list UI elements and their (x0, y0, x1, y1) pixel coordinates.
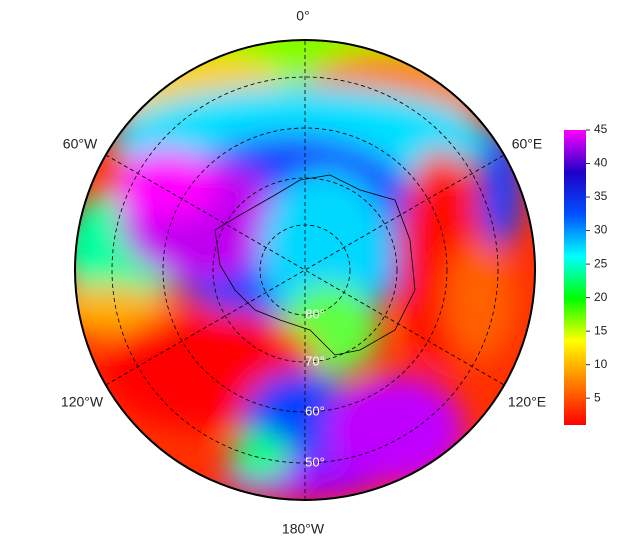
meridian-label: 180°W (282, 521, 325, 537)
colorbar-tick-label: 30 (594, 223, 608, 237)
latitude-label: 80° (305, 306, 325, 321)
map-border (74, 39, 536, 501)
coastline (214, 174, 416, 356)
meridian-label: 60°W (63, 136, 98, 152)
colorbar-tick-label: 15 (594, 323, 608, 337)
colorbar-tick-label: 40 (594, 156, 608, 170)
field (75, 40, 535, 500)
latitude-label: 60° (305, 403, 325, 418)
latitude-circle (111, 76, 499, 464)
colorbar-tick-label: 35 (594, 189, 608, 203)
meridian-label: 120°W (61, 394, 104, 410)
colorbar-tick-label: 25 (594, 256, 608, 270)
colorbar-tick-label: 10 (594, 357, 608, 371)
graticule (105, 40, 505, 500)
meridian-label: 60°E (512, 136, 543, 152)
colorbar-tick-label: 45 (594, 122, 608, 136)
colorbar-tick-label: 5 (594, 390, 601, 404)
latitude-circle (259, 224, 351, 316)
colorbar-scale (564, 130, 586, 425)
latitude-label: 50° (305, 454, 325, 469)
latitude-circle (212, 177, 398, 363)
meridian-label: 0° (296, 8, 309, 24)
colorbar: 5 10 15 20 25 30 35 40 45 (564, 122, 608, 425)
colorbar-tick-label: 20 (594, 290, 608, 304)
latitude-label: 70° (305, 353, 325, 368)
latitude-circle (162, 127, 448, 413)
meridian-label: 120°E (508, 394, 546, 410)
